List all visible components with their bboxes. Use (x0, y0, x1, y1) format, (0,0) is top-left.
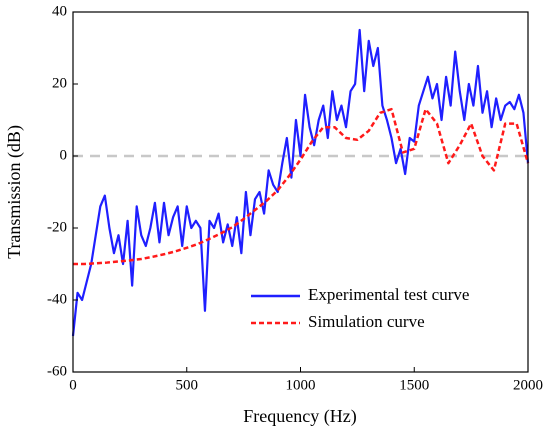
y-tick-label: -20 (47, 219, 67, 235)
y-axis-label: Transmission (dB) (4, 125, 25, 259)
series-line (73, 107, 530, 266)
y-tick-label: 0 (60, 147, 68, 163)
x-axis-label: Frequency (Hz) (243, 406, 356, 427)
plot-frame (72, 11, 529, 373)
y-tick-label: 20 (52, 75, 67, 91)
y-tick-label: -60 (47, 363, 67, 379)
legend-text: Experimental test curve (308, 285, 469, 304)
x-tick-label: 500 (176, 377, 199, 393)
y-tick-label: 40 (52, 3, 67, 19)
x-tick-label: 0 (69, 377, 77, 393)
series-line (71, 28, 530, 337)
x-tick-label: 2000 (513, 377, 543, 393)
y-tick-label: -40 (47, 291, 67, 307)
x-tick-label: 1000 (286, 377, 316, 393)
x-tick-label: 1500 (399, 377, 429, 393)
legend-text: Simulation curve (308, 312, 425, 331)
